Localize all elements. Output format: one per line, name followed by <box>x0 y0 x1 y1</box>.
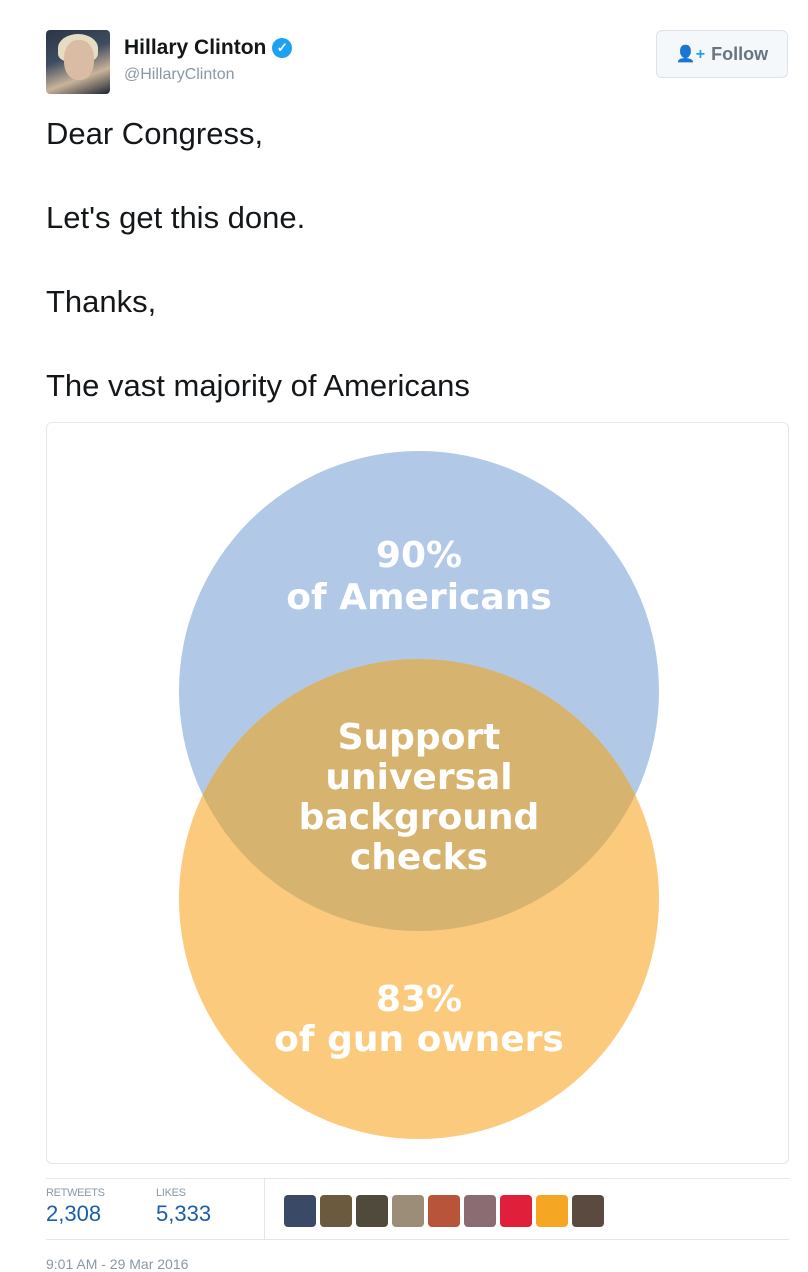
liker-avatar[interactable] <box>392 1195 424 1227</box>
liker-avatar[interactable] <box>320 1195 352 1227</box>
author-avatar[interactable] <box>46 30 110 94</box>
liker-avatar[interactable] <box>464 1195 496 1227</box>
venn-overlap-line: universal <box>325 757 512 798</box>
venn-bottom-value: 83% <box>376 979 462 1020</box>
tweet-stats-bar: RETWEETS 2,308 LIKES 5,333 <box>46 1178 789 1240</box>
venn-diagram: 90% of Americans Support universal backg… <box>179 451 659 1139</box>
add-user-icon: 👤+ <box>675 46 706 63</box>
liker-avatars <box>284 1195 604 1227</box>
follow-button[interactable]: 👤+ Follow <box>656 30 788 78</box>
tweet-text-line: Thanks, <box>46 284 157 319</box>
likes-stat[interactable]: LIKES 5,333 <box>156 1187 211 1227</box>
tweet-text-line: The vast majority of Americans <box>46 368 470 403</box>
retweets-stat[interactable]: RETWEETS 2,308 <box>46 1187 105 1227</box>
venn-top-label: of Americans <box>286 577 552 618</box>
venn-top-value: 90% <box>376 535 462 576</box>
venn-overlap-line: background <box>299 797 540 838</box>
liker-avatar[interactable] <box>356 1195 388 1227</box>
likes-count[interactable]: 5,333 <box>156 1201 212 1226</box>
tweet-timestamp[interactable]: 9:01 AM - 29 Mar 2016 <box>46 1256 189 1272</box>
liker-avatar[interactable] <box>536 1195 568 1227</box>
venn-bottom-label: of gun owners <box>274 1019 564 1060</box>
venn-overlap-line: checks <box>350 837 488 878</box>
author-name-row[interactable]: Hillary Clinton ✓ <box>124 36 293 60</box>
verified-badge-icon: ✓ <box>272 38 293 58</box>
follow-button-label: Follow <box>711 43 769 64</box>
liker-avatar[interactable] <box>428 1195 460 1227</box>
venn-overlap-line: Support <box>338 717 501 758</box>
likes-label: LIKES <box>156 1187 186 1199</box>
author-handle[interactable]: @HillaryClinton <box>124 66 235 83</box>
tweet-text-line: Let's get this done. <box>46 200 306 235</box>
retweets-label: RETWEETS <box>46 1187 105 1199</box>
venn-overlap <box>179 659 659 931</box>
tweet-media-card[interactable]: 90% of Americans Support universal backg… <box>46 422 789 1164</box>
liker-avatar[interactable] <box>572 1195 604 1227</box>
retweets-count[interactable]: 2,308 <box>46 1201 102 1226</box>
tweet-text-line: Dear Congress, <box>46 116 264 151</box>
liker-avatar[interactable] <box>284 1195 316 1227</box>
stats-divider <box>264 1179 265 1239</box>
author-name[interactable]: Hillary Clinton <box>124 36 267 59</box>
avatar-face <box>64 40 94 80</box>
liker-avatar[interactable] <box>500 1195 532 1227</box>
